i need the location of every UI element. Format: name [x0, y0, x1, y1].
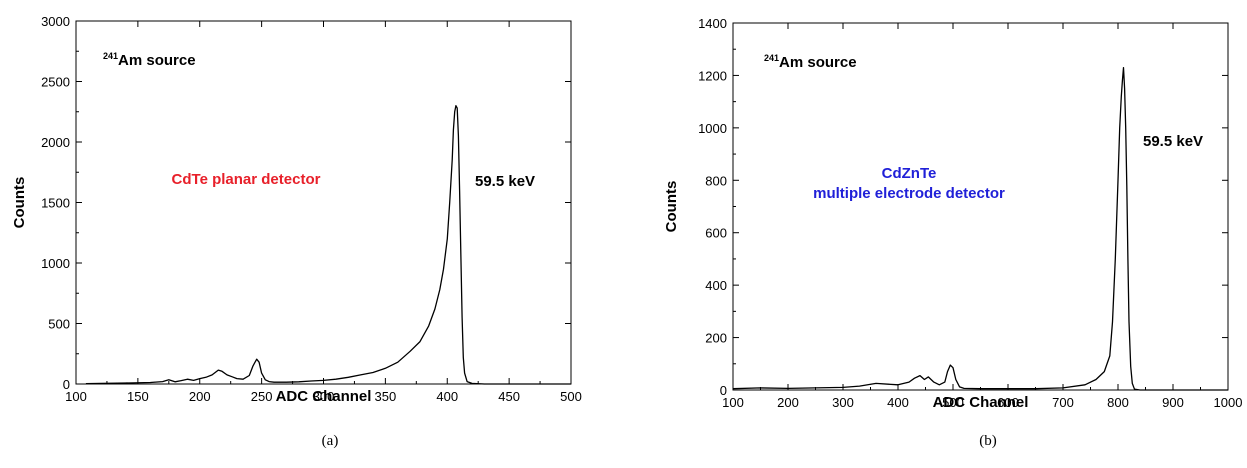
x-tick-label: 600: [997, 395, 1019, 410]
x-tick-label: 900: [1162, 395, 1184, 410]
detector-label: multiple electrode detector: [813, 185, 1005, 202]
detector-label: CdTe planar detector: [172, 171, 321, 188]
plot-frame: [75, 20, 572, 385]
source-label: 241Am source: [764, 53, 857, 71]
x-tick-label: 100: [722, 395, 744, 410]
y-axis-label: Counts: [11, 177, 28, 229]
x-tick-label: 1000: [1214, 395, 1243, 410]
source-name: Am source: [118, 52, 196, 69]
x-tick-label: 250: [251, 389, 273, 404]
y-tick-label: 600: [705, 226, 727, 241]
x-tick-label: 300: [313, 389, 335, 404]
detector-label: CdZnTe: [882, 165, 937, 182]
y-axis-label: Counts: [663, 181, 680, 233]
y-tick-label: 0: [63, 377, 70, 392]
y-tick-label: 800: [705, 173, 727, 188]
y-tick-label: 1000: [698, 121, 727, 136]
y-tick-label: 1000: [41, 256, 70, 271]
x-axis-label: ADC Channel: [933, 394, 1029, 411]
x-tick-label: 100: [65, 389, 87, 404]
x-tick-label: 200: [777, 395, 799, 410]
y-tick-label: 2500: [41, 75, 70, 90]
y-tick-label: 400: [705, 278, 727, 293]
y-tick-label: 2000: [41, 135, 70, 150]
x-tick-label: 200: [189, 389, 211, 404]
x-tick-label: 150: [127, 389, 149, 404]
plot-frame: [732, 22, 1229, 391]
panel-caption: (b): [979, 433, 997, 449]
peak-energy-label: 59.5 keV: [1143, 133, 1203, 150]
chart-a: 100 150 200 250 300 350 400 450 500 0 500 1000 1500 2…: [11, 14, 582, 449]
x-tick-label: 400: [887, 395, 909, 410]
isotope-mass-number: 241: [764, 53, 779, 63]
y-tick-label: 0: [720, 383, 727, 398]
x-tick-label: 500: [942, 395, 964, 410]
x-tick-label: 300: [832, 395, 854, 410]
chart-b: 100 200 300 400 500 600 700 800 900 1000 0 200 400 60…: [663, 16, 1242, 449]
y-tick-label: 200: [705, 331, 727, 346]
spectrum-line: [85, 105, 571, 385]
y-tick-label: 1400: [698, 16, 727, 31]
x-tick-label: 400: [436, 389, 458, 404]
x-tick-label: 800: [1107, 395, 1129, 410]
y-tick-label: 1200: [698, 68, 727, 83]
peak-energy-label: 59.5 keV: [475, 173, 535, 190]
spectrum-line: [732, 66, 1228, 391]
y-tick-label: 1500: [41, 196, 70, 211]
x-tick-label: 450: [498, 389, 520, 404]
panel-caption: (a): [322, 433, 339, 449]
y-tick-label: 3000: [41, 14, 70, 29]
isotope-mass-number: 241: [103, 51, 118, 61]
x-tick-label: 350: [375, 389, 397, 404]
source-label: 241Am source: [103, 51, 196, 69]
x-tick-label: 700: [1052, 395, 1074, 410]
x-tick-label: 500: [560, 389, 582, 404]
x-axis-label: ADC Channel: [276, 388, 372, 405]
source-name: Am source: [779, 54, 857, 71]
y-tick-label: 500: [48, 317, 70, 332]
